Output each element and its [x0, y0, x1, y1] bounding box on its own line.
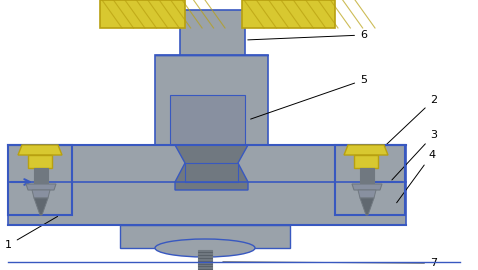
Bar [8, 145, 406, 225]
Bar [8, 145, 72, 215]
Polygon shape [26, 184, 56, 190]
Bar [155, 55, 268, 145]
Polygon shape [354, 155, 378, 168]
Polygon shape [185, 163, 238, 182]
Text: 5: 5 [250, 75, 367, 119]
Polygon shape [120, 225, 290, 248]
Polygon shape [242, 0, 335, 28]
Text: 7: 7 [223, 258, 437, 268]
Text: 3: 3 [392, 130, 437, 180]
Polygon shape [360, 198, 374, 215]
Bar [335, 145, 405, 215]
Polygon shape [344, 145, 388, 155]
Polygon shape [175, 145, 248, 190]
Polygon shape [352, 184, 382, 190]
Polygon shape [32, 190, 50, 198]
Polygon shape [28, 155, 52, 168]
Text: 1: 1 [5, 216, 57, 250]
Bar [180, 10, 245, 55]
Polygon shape [358, 190, 376, 198]
Text: 6: 6 [248, 30, 367, 40]
Bar [34, 168, 48, 184]
Text: 4: 4 [397, 150, 435, 203]
Polygon shape [34, 198, 48, 215]
Ellipse shape [155, 239, 255, 257]
Bar [198, 250, 212, 270]
Bar [170, 95, 245, 145]
Polygon shape [100, 0, 185, 28]
Bar [360, 168, 374, 184]
Text: 2: 2 [372, 95, 437, 158]
Polygon shape [18, 145, 62, 155]
